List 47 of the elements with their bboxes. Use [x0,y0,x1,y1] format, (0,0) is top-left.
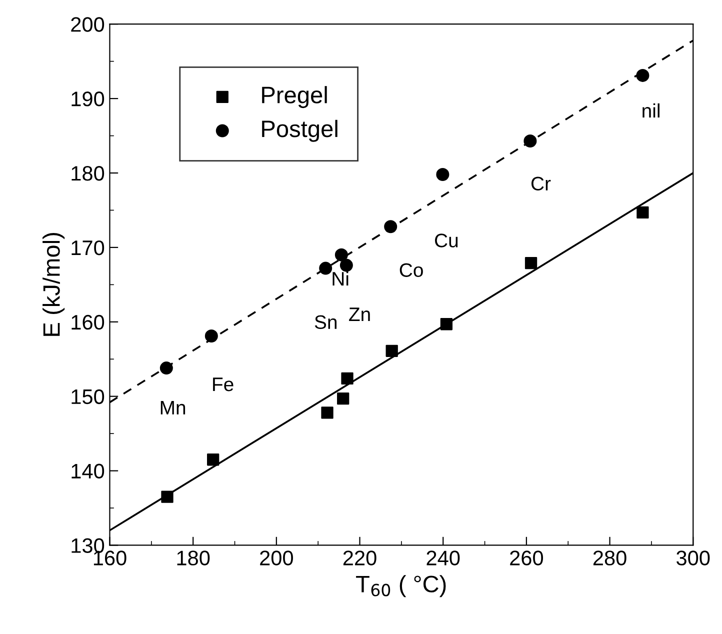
annotation: Zn [349,308,370,321]
x-tick-label: 280 [593,550,626,566]
x-tick-label: 180 [177,550,210,566]
annotation: Cu [434,234,458,248]
annotation: nil [642,103,660,118]
point [436,168,450,181]
y-tick-label: 140 [72,464,104,479]
point [524,257,538,270]
y-tick-label: 160 [72,314,104,330]
x-axis-title: T$_{60}$ ( °C) [356,575,446,598]
x-tick-label: 260 [510,550,544,566]
point [524,134,537,148]
point [440,318,453,330]
point [636,68,650,82]
annotation: Mn [160,401,186,414]
y-tick-label: 150 [72,389,104,404]
point [384,220,398,234]
y-tick-label: 200 [71,17,104,32]
legend-label: Pregel [262,86,327,108]
annotation: Co [400,263,423,277]
x-tick-label: 220 [343,550,376,566]
x-tick-label: 160 [94,550,126,566]
point [161,490,174,503]
point [340,258,353,272]
point [636,206,649,219]
point [321,406,334,419]
annotation: Sn [314,315,336,330]
annotation: Fe [213,378,234,392]
point [207,454,220,466]
x-tick-label: 240 [426,550,460,566]
x-tick-label: 200 [260,550,293,566]
y-tick-label: 170 [72,240,104,256]
point [341,372,354,385]
x-tick-label: 300 [676,550,710,566]
point [204,330,218,343]
y-tick-label: 190 [72,92,104,106]
y-axis-title: E (kJ/mol) [42,233,65,336]
point [386,344,398,357]
point [337,392,350,405]
y-tick-label: 180 [72,166,104,181]
point [319,262,332,275]
annotation: Cr [531,176,551,191]
point [160,362,173,375]
annotation: Ni [332,271,348,286]
y-tick-label: 130 [72,538,104,553]
point [334,248,348,262]
legend-label: Postgel [262,120,338,142]
